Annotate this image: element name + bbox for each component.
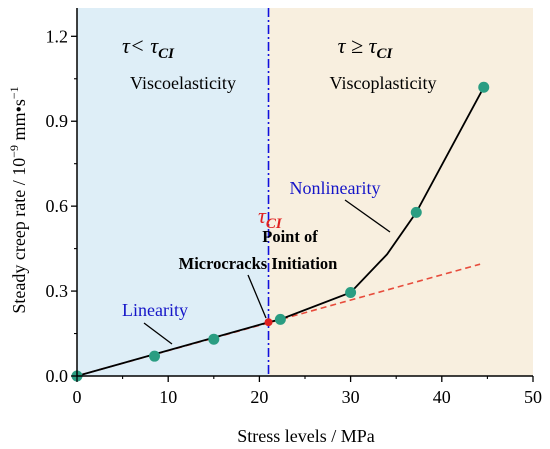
- x-tick-label: 30: [342, 387, 360, 407]
- point-label-line2: Microcracks Initiation: [179, 254, 338, 273]
- data-point: [274, 313, 286, 325]
- x-tick-label: 0: [73, 387, 82, 407]
- data-points: [71, 81, 490, 382]
- y-axis-title: Steady creep rate / 10−9 mm•s−1: [7, 86, 29, 313]
- nonlinearity-label: Nonlinearity: [290, 178, 381, 198]
- x-tick-label: 40: [433, 387, 451, 407]
- y-tick-label: 0.9: [46, 111, 69, 131]
- region-right-symbol: τ ≥ τCI: [338, 33, 394, 62]
- data-point: [345, 286, 357, 298]
- nonlinearity-leader: [344, 199, 391, 233]
- point-leader: [247, 274, 267, 319]
- tau-ci-main: τ: [258, 203, 267, 228]
- region-0: [77, 8, 269, 376]
- region-right-name: Viscoplasticity: [330, 73, 437, 93]
- y-tick-label: 1.2: [46, 26, 69, 46]
- linearity-leader: [143, 322, 173, 345]
- annotation-leaders: [143, 199, 391, 345]
- y-tick-label: 0.0: [46, 366, 69, 386]
- data-point: [149, 350, 161, 362]
- region-left-symbol: τ< τCI: [122, 33, 175, 62]
- tau-ci-label: τCI: [258, 203, 283, 232]
- data-point: [208, 333, 220, 345]
- threshold-marker: [264, 318, 273, 327]
- region-right-symbol-sub: CI: [376, 46, 393, 62]
- y-axis-title-exp2: −1: [7, 86, 21, 99]
- y-axis-title-exp1: −9: [7, 145, 21, 158]
- background-regions: [77, 8, 533, 376]
- data-point: [410, 206, 422, 218]
- region-1: [268, 8, 533, 376]
- point-label-line1: Point of: [262, 227, 318, 246]
- y-tick-label: 0.3: [46, 281, 69, 301]
- x-tick-label: 50: [524, 387, 542, 407]
- y-axis-title-main: Steady creep rate / 10: [9, 158, 29, 314]
- linearity-label: Linearity: [122, 300, 188, 320]
- region-right-symbol-main: τ ≥ τ: [338, 33, 378, 58]
- data-point: [478, 81, 490, 93]
- x-axis-title: Stress levels / MPa: [237, 426, 375, 446]
- x-tick-label: 10: [159, 387, 177, 407]
- axis-ticks: 0 10 20 30 40 50 0.0 0.3 0.6 0.9 1.2: [46, 26, 543, 407]
- region-left-symbol-sub: CI: [158, 46, 175, 62]
- region-left-symbol-main: τ< τ: [122, 33, 159, 58]
- y-tick-label: 0.6: [46, 196, 69, 216]
- x-tick-label: 20: [250, 387, 268, 407]
- y-axis-title-unit: mm•s: [9, 99, 29, 145]
- tau-ci-sub: CI: [266, 216, 283, 232]
- region-left-name: Viscoelasticity: [130, 73, 236, 93]
